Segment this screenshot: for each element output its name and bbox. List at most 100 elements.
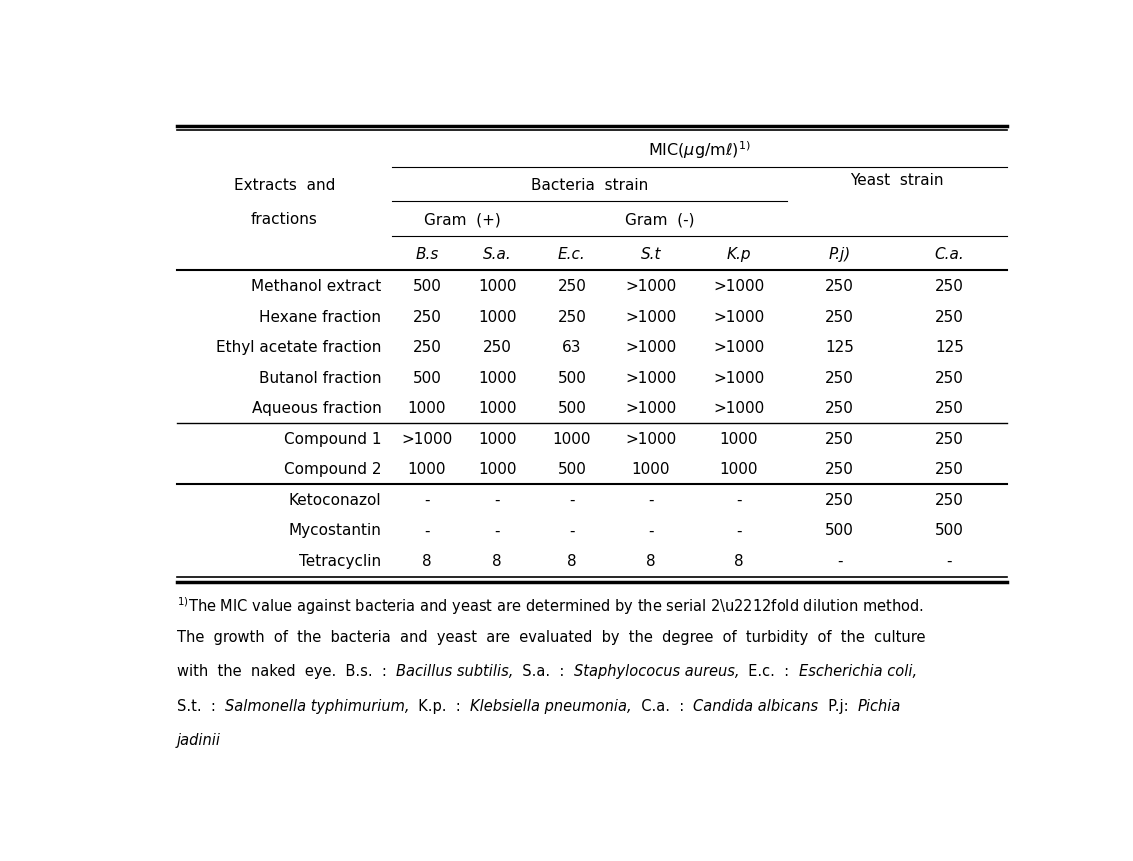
Text: B.s: B.s [416, 246, 438, 261]
Text: 1000: 1000 [408, 400, 446, 416]
Text: >1000: >1000 [625, 400, 676, 416]
Text: 250: 250 [825, 309, 854, 325]
Text: >1000: >1000 [713, 279, 765, 294]
Text: 500: 500 [557, 461, 586, 477]
Text: Bacillus subtilis,: Bacillus subtilis, [395, 664, 513, 678]
Text: 8: 8 [734, 554, 743, 568]
Text: K.p: K.p [726, 246, 751, 261]
Text: >1000: >1000 [401, 431, 452, 446]
Text: Methanol extract: Methanol extract [252, 279, 382, 294]
Text: Pichia: Pichia [858, 698, 901, 713]
Text: Escherichia coli,: Escherichia coli, [799, 664, 917, 678]
Text: S.t.  :: S.t. : [177, 698, 224, 713]
Text: >1000: >1000 [625, 309, 676, 325]
Text: 250: 250 [483, 340, 512, 355]
Text: Aqueous fraction: Aqueous fraction [252, 400, 382, 416]
Text: 250: 250 [557, 279, 586, 294]
Text: K.p.  :: K.p. : [409, 698, 470, 713]
Text: P.j): P.j) [828, 246, 851, 261]
Text: 250: 250 [935, 461, 964, 477]
Text: 250: 250 [412, 309, 442, 325]
Text: 500: 500 [935, 523, 964, 538]
Text: -: - [648, 523, 654, 538]
Text: Butanol fraction: Butanol fraction [258, 370, 382, 385]
Text: -: - [569, 523, 574, 538]
Text: >1000: >1000 [713, 309, 765, 325]
Text: jadinii: jadinii [177, 733, 221, 747]
Text: Mycostantin: Mycostantin [289, 523, 382, 538]
Text: C.a.: C.a. [935, 246, 964, 261]
Text: Ketoconazol: Ketoconazol [289, 492, 382, 507]
Text: $^{1)}$The MIC value against bacteria and yeast are determined by the serial 2\u: $^{1)}$The MIC value against bacteria an… [177, 595, 923, 616]
Text: S.t: S.t [640, 246, 662, 261]
Text: 1000: 1000 [719, 431, 758, 446]
Text: Candida albicans: Candida albicans [693, 698, 819, 713]
Text: 1000: 1000 [408, 461, 446, 477]
Text: Compound 1: Compound 1 [284, 431, 382, 446]
Text: E.c.  :: E.c. : [740, 664, 799, 678]
Text: -: - [424, 492, 429, 507]
Text: 1000: 1000 [478, 400, 517, 416]
Text: Extracts  and: Extracts and [233, 177, 335, 192]
Text: Hexane fraction: Hexane fraction [259, 309, 382, 325]
Text: Yeast  strain: Yeast strain [850, 173, 944, 188]
Text: 250: 250 [935, 400, 964, 416]
Text: Ethyl acetate fraction: Ethyl acetate fraction [216, 340, 382, 355]
Text: 63: 63 [562, 340, 581, 355]
Text: Klebsiella pneumonia,: Klebsiella pneumonia, [470, 698, 632, 713]
Text: MIC($\mu$g/m$\ell$)$^{1)}$: MIC($\mu$g/m$\ell$)$^{1)}$ [648, 139, 751, 161]
Text: 250: 250 [825, 492, 854, 507]
Text: The  growth  of  the  bacteria  and  yeast  are  evaluated  by  the  degree  of : The growth of the bacteria and yeast are… [177, 629, 926, 644]
Text: -: - [494, 523, 500, 538]
Text: Bacteria  strain: Bacteria strain [531, 177, 648, 192]
Text: >1000: >1000 [625, 370, 676, 385]
Text: Tetracyclin: Tetracyclin [299, 554, 382, 568]
Text: -: - [648, 492, 654, 507]
Text: >1000: >1000 [625, 279, 676, 294]
Text: 500: 500 [412, 279, 442, 294]
Text: 500: 500 [825, 523, 854, 538]
Text: 1000: 1000 [478, 461, 517, 477]
Text: 8: 8 [423, 554, 432, 568]
Text: 250: 250 [935, 492, 964, 507]
Text: 250: 250 [825, 431, 854, 446]
Text: 500: 500 [557, 400, 586, 416]
Text: 8: 8 [646, 554, 656, 568]
Text: >1000: >1000 [625, 431, 676, 446]
Text: 1000: 1000 [632, 461, 670, 477]
Text: 250: 250 [935, 279, 964, 294]
Text: E.c.: E.c. [559, 246, 586, 261]
Text: 1000: 1000 [478, 370, 517, 385]
Text: 1000: 1000 [478, 431, 517, 446]
Text: >1000: >1000 [713, 340, 765, 355]
Text: 250: 250 [935, 370, 964, 385]
Text: 250: 250 [825, 279, 854, 294]
Text: >1000: >1000 [713, 400, 765, 416]
Text: 250: 250 [825, 461, 854, 477]
Text: Salmonella typhimurium,: Salmonella typhimurium, [224, 698, 409, 713]
Text: P.j:: P.j: [819, 698, 858, 713]
Text: -: - [494, 492, 500, 507]
Text: Staphylococus aureus,: Staphylococus aureus, [574, 664, 740, 678]
Text: 1000: 1000 [478, 309, 517, 325]
Text: 500: 500 [557, 370, 586, 385]
Text: -: - [424, 523, 429, 538]
Text: fractions: fractions [250, 212, 317, 226]
Text: S.a.: S.a. [483, 246, 512, 261]
Text: with  the  naked  eye.  B.s.  :: with the naked eye. B.s. : [177, 664, 395, 678]
Text: 8: 8 [568, 554, 577, 568]
Text: 125: 125 [935, 340, 964, 355]
Text: C.a.  :: C.a. : [632, 698, 693, 713]
Text: 250: 250 [825, 400, 854, 416]
Text: 1000: 1000 [553, 431, 591, 446]
Text: Compound 2: Compound 2 [284, 461, 382, 477]
Text: -: - [837, 554, 843, 568]
Text: -: - [569, 492, 574, 507]
Text: S.a.  :: S.a. : [513, 664, 574, 678]
Text: 1000: 1000 [478, 279, 517, 294]
Text: 250: 250 [557, 309, 586, 325]
Text: 250: 250 [935, 431, 964, 446]
Text: Gram  (-): Gram (-) [625, 212, 695, 226]
Text: >1000: >1000 [713, 370, 765, 385]
Text: >1000: >1000 [625, 340, 676, 355]
